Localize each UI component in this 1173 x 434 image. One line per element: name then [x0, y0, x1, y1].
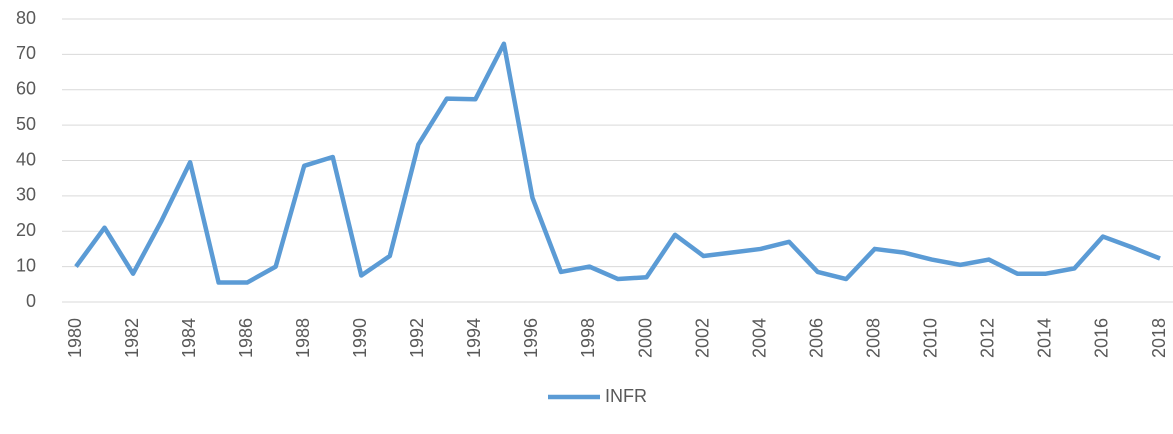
- legend-label: INFR: [605, 386, 647, 406]
- y-tick-label: 80: [16, 8, 36, 28]
- x-tick-label: 1986: [236, 318, 256, 358]
- x-tick-label: 2006: [806, 318, 826, 358]
- x-tick-label: 1988: [293, 318, 313, 358]
- x-tick-label: 1998: [578, 318, 598, 358]
- y-tick-label: 50: [16, 114, 36, 134]
- x-tick-label: 2008: [863, 318, 883, 358]
- x-tick-label: 1996: [521, 318, 541, 358]
- x-tick-label: 2014: [1035, 318, 1055, 358]
- x-tick-label: 1982: [122, 318, 142, 358]
- y-tick-label: 40: [16, 149, 36, 169]
- y-tick-label: 10: [16, 255, 36, 275]
- y-tick-label: 70: [16, 43, 36, 63]
- x-tick-label: 2012: [978, 318, 998, 358]
- x-tick-label: 2016: [1092, 318, 1112, 358]
- x-tick-label: 1984: [179, 318, 199, 358]
- y-tick-label: 60: [16, 79, 36, 99]
- x-tick-label: 1992: [407, 318, 427, 358]
- y-tick-label: 20: [16, 220, 36, 240]
- x-tick-label: 2000: [635, 318, 655, 358]
- x-tick-label: 1990: [350, 318, 370, 358]
- x-tick-label: 2004: [749, 318, 769, 358]
- x-tick-label: 2018: [1149, 318, 1169, 358]
- x-tick-label: 2010: [921, 318, 941, 358]
- x-tick-label: 2002: [692, 318, 712, 358]
- y-tick-label: 30: [16, 185, 36, 205]
- x-tick-label: 1994: [464, 318, 484, 358]
- y-tick-label: 0: [26, 291, 36, 311]
- data-line: [74, 41, 1161, 285]
- x-tick-label: 1980: [65, 318, 85, 358]
